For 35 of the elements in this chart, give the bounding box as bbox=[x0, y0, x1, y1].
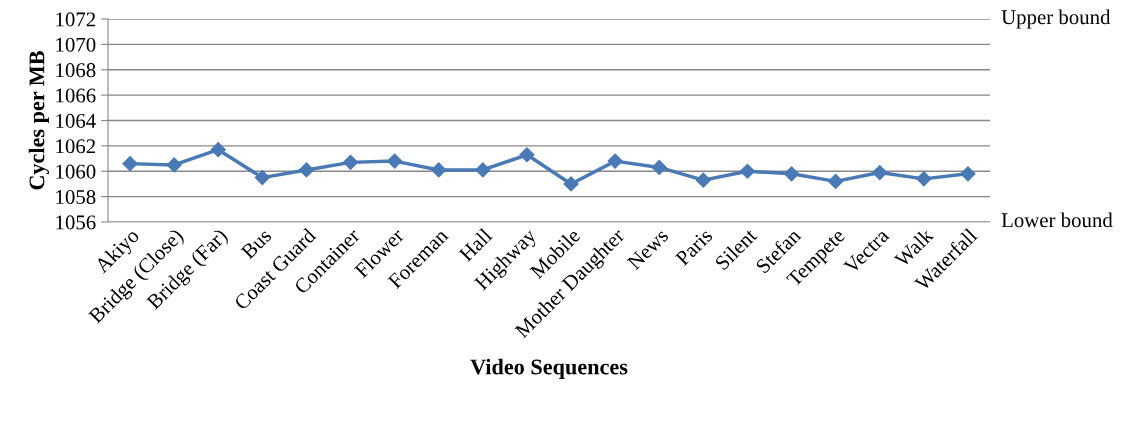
point bbox=[960, 166, 976, 182]
y-tick-label: 1062 bbox=[56, 139, 96, 154]
point bbox=[563, 176, 579, 192]
point bbox=[475, 162, 491, 178]
x-tick-label: Paris bbox=[674, 227, 714, 267]
y-tick-label: 1070 bbox=[56, 37, 96, 52]
point bbox=[122, 156, 138, 172]
point bbox=[872, 164, 888, 181]
point bbox=[695, 172, 711, 188]
y-tick-label: 1060 bbox=[56, 164, 96, 179]
point bbox=[651, 159, 667, 176]
point bbox=[298, 162, 315, 178]
point bbox=[607, 153, 623, 169]
y-tick-label: 1056 bbox=[56, 215, 96, 230]
x-axis-title: Video Sequences bbox=[470, 358, 628, 379]
y-tick-label: 1072 bbox=[56, 12, 96, 27]
point bbox=[254, 170, 270, 186]
y-tick-label: 1058 bbox=[56, 190, 96, 205]
text: Upper bound bbox=[1001, 9, 1111, 29]
point bbox=[783, 166, 800, 182]
point bbox=[916, 171, 932, 187]
point bbox=[166, 157, 182, 173]
x-tick-label: Bus bbox=[240, 227, 273, 260]
y-tick-label: 1064 bbox=[56, 113, 96, 128]
y-tick-label: 1066 bbox=[56, 88, 96, 103]
point bbox=[342, 154, 359, 170]
point bbox=[519, 147, 535, 163]
y-axis-title: Cycles per MB bbox=[28, 50, 49, 190]
text: Lower bound bbox=[1001, 212, 1113, 228]
point bbox=[828, 173, 844, 189]
point bbox=[387, 153, 403, 169]
y-tick-label: 1068 bbox=[56, 63, 96, 78]
point bbox=[210, 142, 226, 158]
point bbox=[431, 162, 447, 178]
point bbox=[739, 163, 756, 179]
